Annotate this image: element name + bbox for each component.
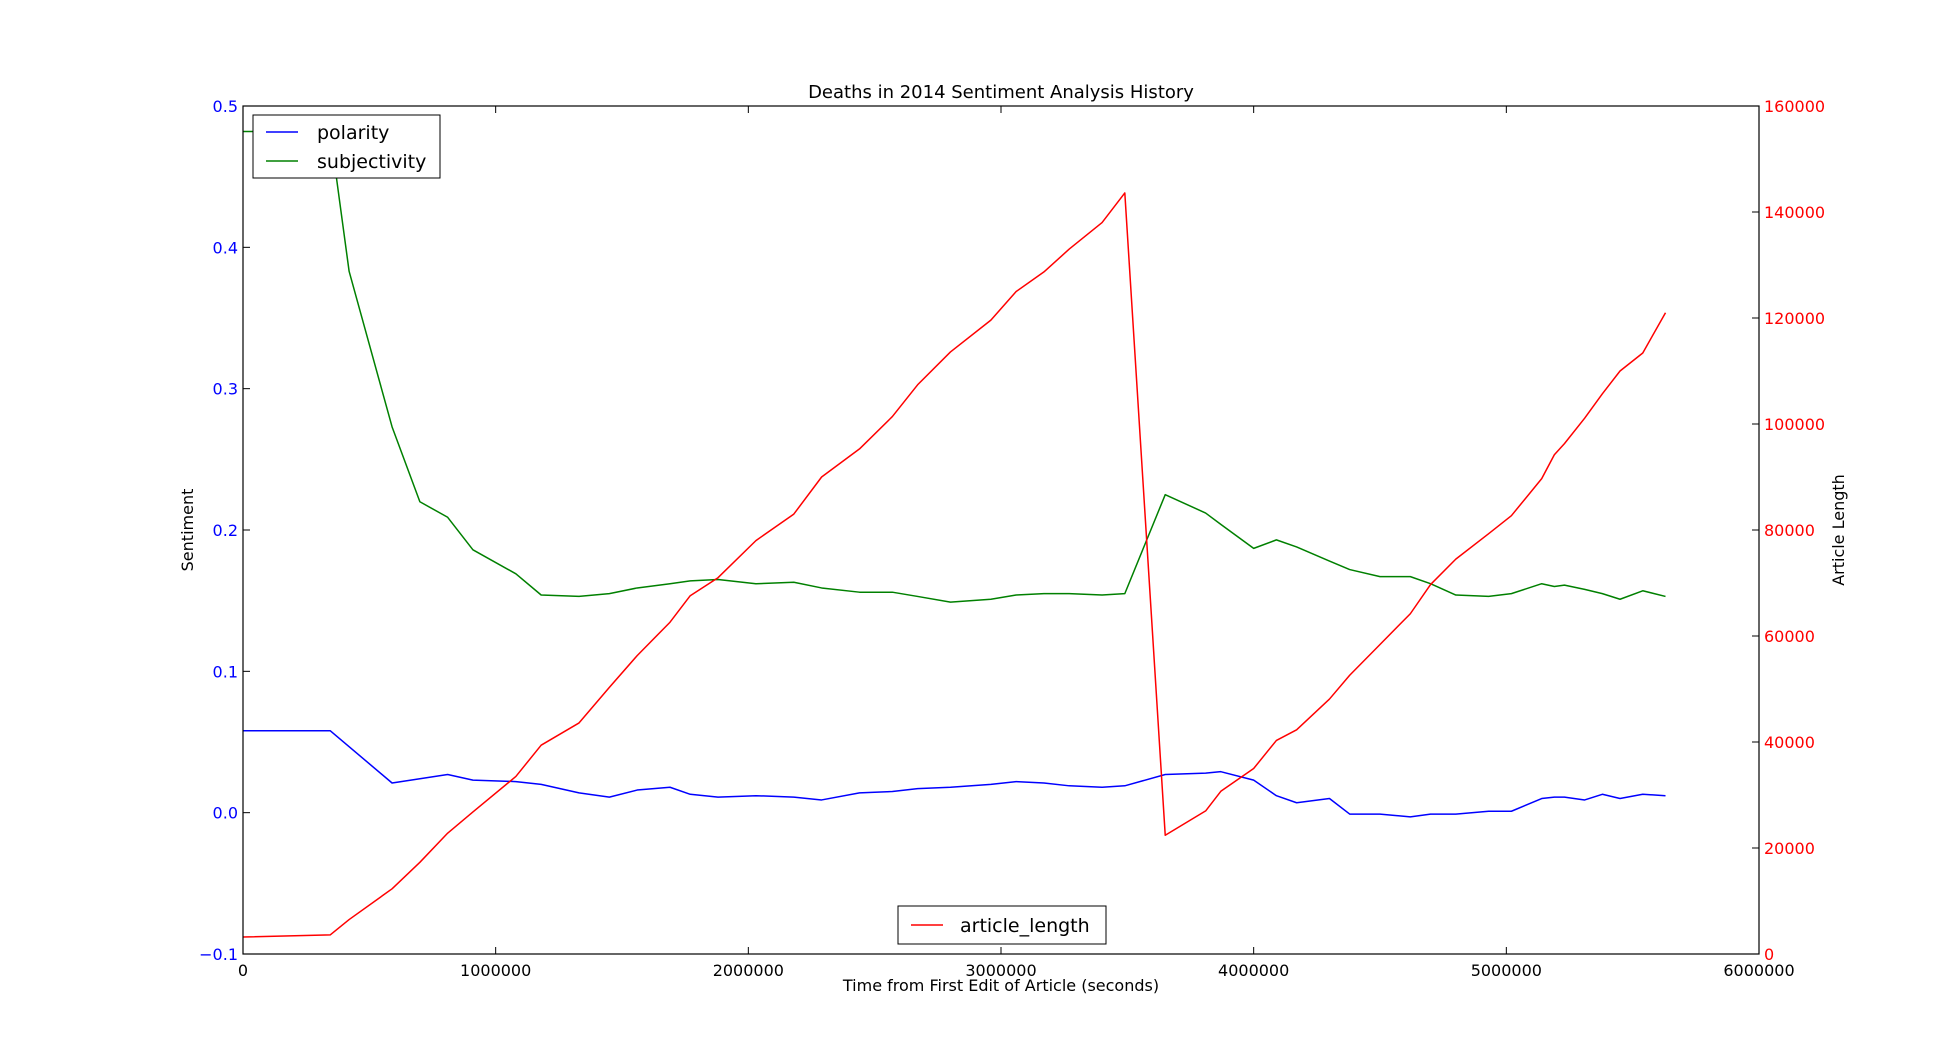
y-left-tick-label: 0.0	[213, 804, 238, 823]
y-right-tick-label: 60000	[1764, 627, 1815, 646]
y-left-tick-label: 0.1	[213, 662, 238, 681]
y-right-tick-label: 160000	[1764, 97, 1825, 116]
x-tick-label: 5000000	[1471, 961, 1542, 980]
legend-left: polarity subjectivity	[252, 114, 441, 179]
legend-right: article_length	[897, 905, 1107, 945]
y-right-axis-ticks: 0 20000 40000 60000 80000 100000 120000 140000 1…	[1752, 97, 1825, 964]
y-left-tick-label: 0.5	[213, 97, 238, 116]
x-axis-label: Time from First Edit of Article (seconds…	[842, 976, 1159, 995]
x-tick-label: 2000000	[713, 961, 784, 980]
y-left-tick-label: 0.2	[213, 521, 238, 540]
x-tick-label: 1000000	[460, 961, 531, 980]
legend-label-subjectivity: subjectivity	[317, 151, 426, 173]
y-left-tick-label: −0.1	[199, 945, 238, 964]
y-left-tick-label: 0.4	[213, 238, 238, 257]
y-right-tick-label: 20000	[1764, 839, 1815, 858]
y-left-axis-label: Sentiment	[178, 489, 197, 572]
y-right-tick-label: 0	[1764, 945, 1774, 964]
y-left-axis-ticks: −0.1 0.0 0.1 0.2 0.3 0.4 0.5	[199, 97, 250, 964]
legend-label-polarity: polarity	[317, 122, 389, 144]
y-right-tick-label: 100000	[1764, 415, 1825, 434]
series-line-article-length	[242, 192, 1667, 938]
chart-title: Deaths in 2014 Sentiment Analysis Histor…	[808, 82, 1194, 103]
y-right-axis-label: Article Length	[1829, 474, 1848, 586]
series-line-polarity	[243, 729, 1666, 818]
series-line-subjectivity	[243, 130, 1666, 603]
legend-left-box	[252, 114, 441, 179]
series-layer	[242, 130, 1667, 938]
y-left-tick-label: 0.3	[213, 380, 238, 399]
y-right-tick-label: 120000	[1764, 309, 1825, 328]
y-right-tick-label: 80000	[1764, 521, 1815, 540]
x-tick-label: 0	[238, 961, 248, 980]
x-tick-label: 4000000	[1218, 961, 1289, 980]
legend-label-article-length: article_length	[960, 915, 1090, 937]
y-right-tick-label: 140000	[1764, 203, 1825, 222]
x-axis-ticks: 0 1000000 2000000 3000000 4000000 5000000 6000…	[238, 106, 1795, 980]
x-tick-label: 6000000	[1723, 961, 1794, 980]
x-tick-label: 3000000	[965, 961, 1036, 980]
y-right-tick-label: 40000	[1764, 733, 1815, 752]
